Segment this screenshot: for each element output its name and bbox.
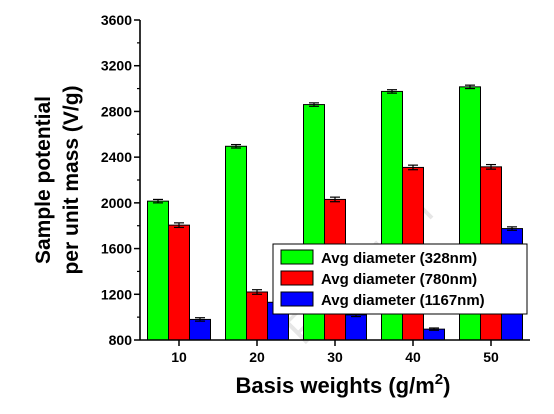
x-ticks: 10 20 30 40 50 xyxy=(171,340,499,365)
x-tick-label: 30 xyxy=(327,349,343,365)
y-tick-label: 800 xyxy=(109,332,133,348)
x-axis-title: Basis weights (g/m2) xyxy=(236,371,451,398)
bar xyxy=(246,291,268,341)
bar xyxy=(168,224,190,341)
y-tick-label: 2800 xyxy=(101,103,132,119)
y-axis-title-line2: per unit mass (V/g) xyxy=(60,85,83,274)
y-tick-label: 2400 xyxy=(101,149,132,165)
x-tick-label: 20 xyxy=(249,349,265,365)
y-tick-label: 3600 xyxy=(101,12,132,28)
x-axis-title-main: Basis weights (g/m xyxy=(236,373,435,398)
x-axis-title-end: ) xyxy=(443,373,450,398)
legend: Avg diameter (328nm) Avg diameter (780nm)… xyxy=(272,243,528,315)
x-tick-label: 40 xyxy=(405,349,421,365)
legend-swatch xyxy=(280,270,314,286)
y-tick-label: 1200 xyxy=(101,286,132,302)
x-tick-label: 10 xyxy=(171,349,187,365)
legend-swatch xyxy=(280,291,314,307)
bar xyxy=(147,200,169,341)
y-ticks: 800 1200 1600 2000 2400 2800 3200 3600 xyxy=(101,12,140,348)
bar xyxy=(189,318,211,341)
y-axis-title-line1: Sample potential xyxy=(32,96,55,264)
legend-label: Avg diameter (328nm) xyxy=(321,250,477,267)
legend-box xyxy=(272,243,528,315)
x-axis-title-superscript: 2 xyxy=(435,371,443,388)
legend-label: Avg diameter (780nm) xyxy=(321,271,477,288)
y-tick-label: 2000 xyxy=(101,195,132,211)
y-tick-label: 1600 xyxy=(101,241,132,257)
legend-label: Avg diameter (1167nm) xyxy=(321,292,485,309)
y-tick-label: 3200 xyxy=(101,58,132,74)
legend-swatch xyxy=(280,249,314,265)
x-tick-label: 50 xyxy=(483,349,499,365)
bar xyxy=(345,314,367,341)
bar xyxy=(225,145,247,341)
